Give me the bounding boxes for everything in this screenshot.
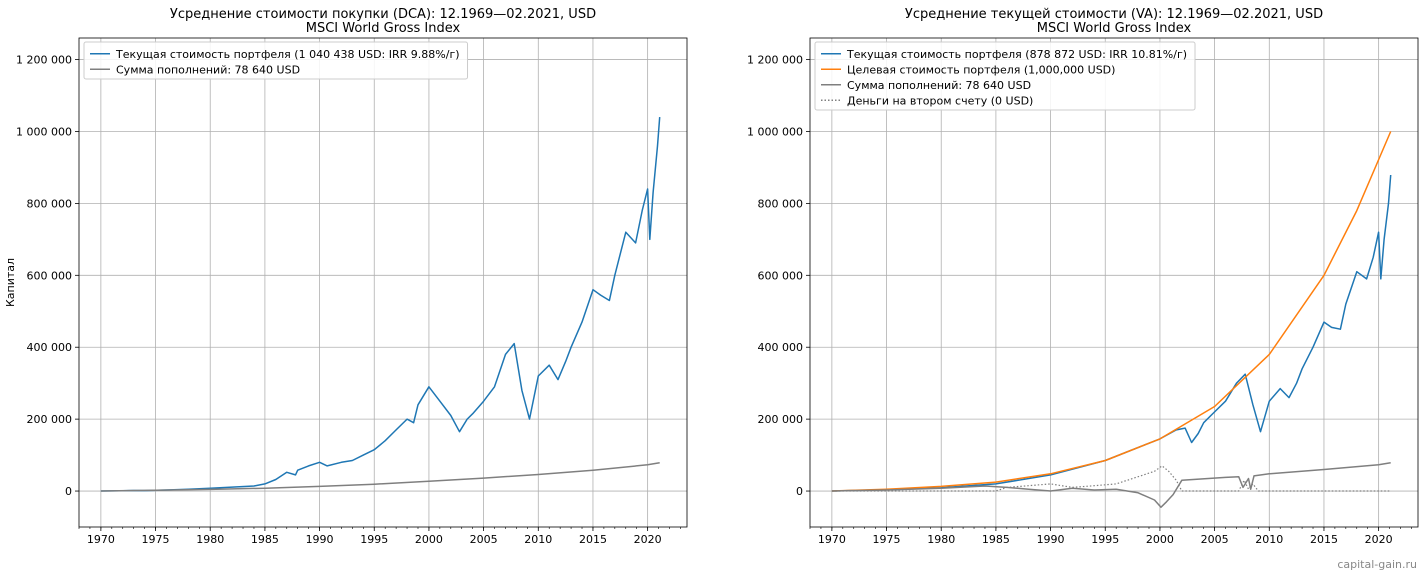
legend-box	[814, 41, 1196, 111]
y-tick-label: 400 000	[758, 341, 804, 354]
x-tick-label: 2015	[1310, 533, 1338, 546]
x-tick-label: 2020	[634, 533, 662, 546]
series-line-1	[100, 117, 661, 492]
series-line-1	[831, 174, 1392, 492]
series-line-2	[831, 131, 1392, 492]
chart-2: Усреднение текущей стоимости (VA): 12.19…	[747, 7, 1419, 546]
x-tick-label: 1995	[360, 533, 388, 546]
series-line-2	[100, 462, 660, 492]
series-line-3	[831, 462, 1391, 508]
y-tick-label: 0	[796, 485, 803, 498]
x-tick-label: 2015	[579, 533, 607, 546]
y-tick-label: 1 000 000	[16, 125, 72, 138]
chart-title: Усреднение текущей стоимости (VA): 12.19…	[905, 7, 1323, 22]
x-tick-label: 1980	[196, 533, 224, 546]
y-tick-label: 800 000	[758, 197, 804, 210]
x-tick-label: 1990	[1037, 533, 1065, 546]
x-tick-label: 1995	[1091, 533, 1119, 546]
x-tick-label: 2010	[524, 533, 552, 546]
series-group	[831, 131, 1392, 508]
y-tick-label: 200 000	[27, 413, 73, 426]
y-tick-label: 800 000	[27, 197, 73, 210]
y-tick-label: 200 000	[758, 413, 804, 426]
legend: Текущая стоимость портфеля (1 040 438 US…	[83, 41, 469, 80]
x-tick-label: 1970	[87, 533, 115, 546]
y-axis-label: Капитал	[4, 258, 17, 307]
chart-subtitle: MSCI World Gross Index	[306, 21, 461, 36]
chart-1: Усреднение стоимости покупки (DCA): 12.1…	[4, 7, 688, 546]
y-tick-label: 1 000 000	[747, 125, 803, 138]
legend-label: Целевая стоимость портфеля (1,000,000 US…	[847, 63, 1115, 76]
plot-frame	[809, 37, 1419, 528]
legend-label: Деньги на втором счету (0 USD)	[847, 94, 1033, 107]
x-tick-label: 1970	[818, 533, 846, 546]
x-tick-label: 1975	[873, 533, 901, 546]
legend-box	[83, 41, 469, 80]
chart-title: Усреднение стоимости покупки (DCA): 12.1…	[170, 7, 596, 22]
watermark: capital-gain.ru	[1337, 558, 1417, 571]
y-tick-label: 600 000	[758, 269, 804, 282]
series-group	[100, 117, 661, 492]
x-tick-label: 2000	[415, 533, 443, 546]
x-tick-label: 2010	[1255, 533, 1283, 546]
x-tick-label: 1975	[142, 533, 170, 546]
series-line-4	[831, 465, 1391, 492]
legend: Текущая стоимость портфеля (878 872 USD:…	[814, 41, 1196, 111]
y-tick-label: 1 200 000	[747, 54, 803, 67]
legend-label: Сумма пополнений: 78 640 USD	[847, 79, 1031, 92]
x-tick-label: 2005	[470, 533, 498, 546]
x-tick-label: 1985	[982, 533, 1010, 546]
x-tick-label: 2020	[1365, 533, 1393, 546]
x-tick-label: 1980	[927, 533, 955, 546]
plot-frame	[78, 37, 688, 528]
legend-label: Текущая стоимость портфеля (1 040 438 US…	[115, 48, 460, 61]
legend-label: Текущая стоимость портфеля (878 872 USD:…	[846, 48, 1187, 61]
x-tick-label: 2005	[1201, 533, 1229, 546]
grid	[810, 38, 1418, 527]
y-tick-label: 1 200 000	[16, 54, 72, 67]
x-tick-label: 1990	[306, 533, 334, 546]
y-tick-label: 600 000	[27, 269, 73, 282]
y-tick-label: 0	[65, 485, 72, 498]
legend-label: Сумма пополнений: 78 640 USD	[116, 63, 300, 76]
x-tick-label: 2000	[1146, 533, 1174, 546]
x-tick-label: 1985	[251, 533, 279, 546]
y-tick-label: 400 000	[27, 341, 73, 354]
grid	[79, 38, 687, 527]
chart-subtitle: MSCI World Gross Index	[1037, 21, 1192, 36]
